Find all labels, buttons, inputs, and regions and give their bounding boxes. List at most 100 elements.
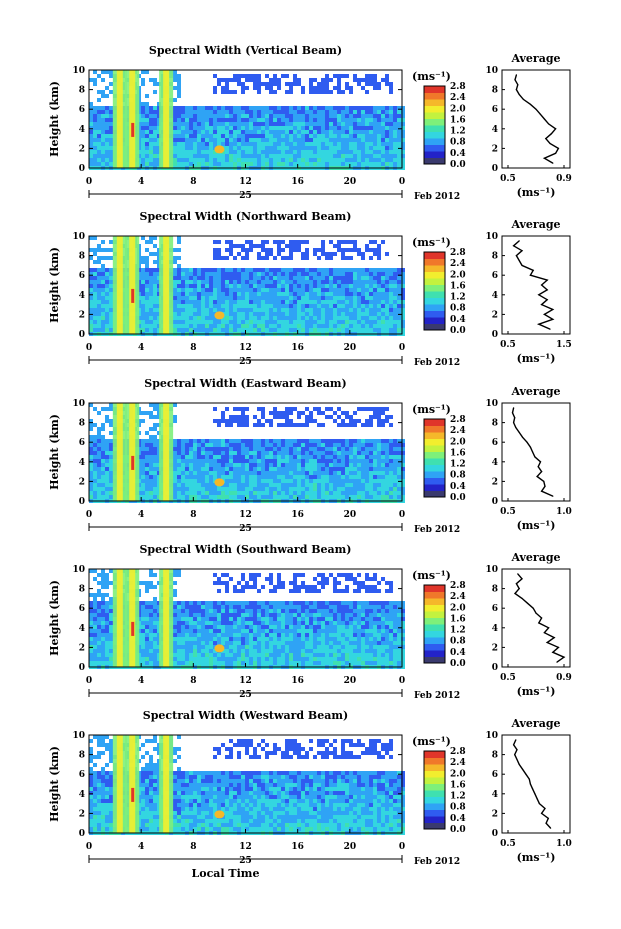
colorbar-segment [424,477,445,485]
heatmap-cell [329,114,333,118]
heatmap-cell [253,308,257,312]
heatmap-cell [353,142,357,146]
heatmap-cell [101,649,105,653]
heatmap-cell [145,491,149,495]
heatmap-cell [393,158,397,162]
heatmap-cell [193,158,197,162]
panel-title: Spectral Width (Vertical Beam) [149,44,342,57]
heatmap-cell [145,134,149,138]
heatmap-cell [105,661,109,665]
heatmap-cell [381,300,385,304]
heatmap-cell [157,495,161,499]
heatmap-cell [101,593,105,597]
heatmap-cell [245,487,249,491]
heatmap-cell [189,296,193,300]
heatmap-cell [305,495,309,499]
heatmap-cell [325,451,329,455]
heatmap-cell [397,292,401,296]
heatmap-cell [93,126,97,130]
heatmap-cell [261,142,265,146]
heatmap-cell [257,459,261,463]
heatmap-cell [197,272,201,276]
heatmap-cell [273,471,277,475]
heatmap-cell [217,142,221,146]
heatmap-cell [217,122,221,126]
heatmap-cell [365,483,369,487]
heatmap-cell [309,106,313,110]
heatmap-cell [237,419,241,423]
heatmap-cell [173,118,177,122]
heatmap-cell [213,276,217,280]
heatmap-cell [281,276,285,280]
heatmap-cell [309,150,313,154]
heatmap-cell [97,256,101,260]
heatmap-cell [293,118,297,122]
colorbar-segment [424,258,445,266]
heatmap-cell [297,439,301,443]
heatmap-cell [213,240,217,244]
heatmap-cell [397,288,401,292]
heatmap-cell [257,467,261,471]
heatmap-cell [217,467,221,471]
heatmap-cell [101,272,105,276]
heatmap-cell [225,90,229,94]
heatmap-cell [249,130,253,134]
heatmap-cell [373,491,377,495]
heatmap-cell [349,272,353,276]
heatmap-cell [101,573,105,577]
heatmap-cell [341,487,345,491]
heatmap-cell [225,114,229,118]
heatmap-cell [385,276,389,280]
max-width-patch [214,311,225,320]
heatmap-cell [109,475,113,479]
heatmap-cell [141,146,145,150]
heatmap-cell [93,483,97,487]
heatmap-cell [325,328,329,332]
heatmap-cell [193,459,197,463]
heatmap-cell [381,475,385,479]
heatmap-cell [217,459,221,463]
heatmap-cell [349,304,353,308]
heatmap-cell [333,328,337,332]
heatmap-cell [285,300,289,304]
heatmap-cell [253,483,257,487]
heatmap-cell [305,268,309,272]
heatmap-cell [181,276,185,280]
heatmap-cell [357,475,361,479]
heatmap-cell [185,280,189,284]
heatmap-cell [237,106,241,110]
heatmap-cell [401,479,405,483]
heatmap-cell [353,495,357,499]
heatmap-cell [361,162,365,166]
heatmap-cell [177,126,181,130]
heatmap-cell [89,130,93,134]
heatmap-cell [217,455,221,459]
heatmap-cell [213,272,217,276]
heatmap-cell [245,308,249,312]
heatmap-cell [225,419,229,423]
heatmap-cell [305,415,309,419]
heatmap-cell [253,158,257,162]
heatmap-cell [325,90,329,94]
heatmap-cell [301,471,305,475]
heatmap-cell [97,300,101,304]
heatmap-cell [181,479,185,483]
heatmap-cell [277,443,281,447]
heatmap-cell [205,126,209,130]
heatmap-cell [189,138,193,142]
heatmap-cell [357,142,361,146]
heatmap-cell [153,403,157,407]
heatmap-cell [389,154,393,158]
heatmap-cell [89,569,93,573]
heatmap-cell [337,78,341,82]
heatmap-cell [145,467,149,471]
heatmap-cell [365,284,369,288]
heatmap-cell [237,296,241,300]
heatmap-cell [177,86,181,90]
heatmap-cell [385,491,389,495]
heatmap-cell [301,491,305,495]
colorbar-segment [424,451,445,459]
heatmap-cell [337,106,341,110]
heatmap-cell [185,467,189,471]
heatmap-cell [97,581,101,585]
